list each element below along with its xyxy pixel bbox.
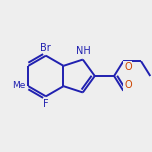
Text: Br: Br [40, 43, 50, 53]
Text: O: O [124, 80, 132, 90]
Text: O: O [124, 62, 132, 72]
Text: F: F [43, 99, 49, 109]
Text: NH: NH [76, 46, 91, 56]
Text: Me: Me [12, 81, 26, 90]
